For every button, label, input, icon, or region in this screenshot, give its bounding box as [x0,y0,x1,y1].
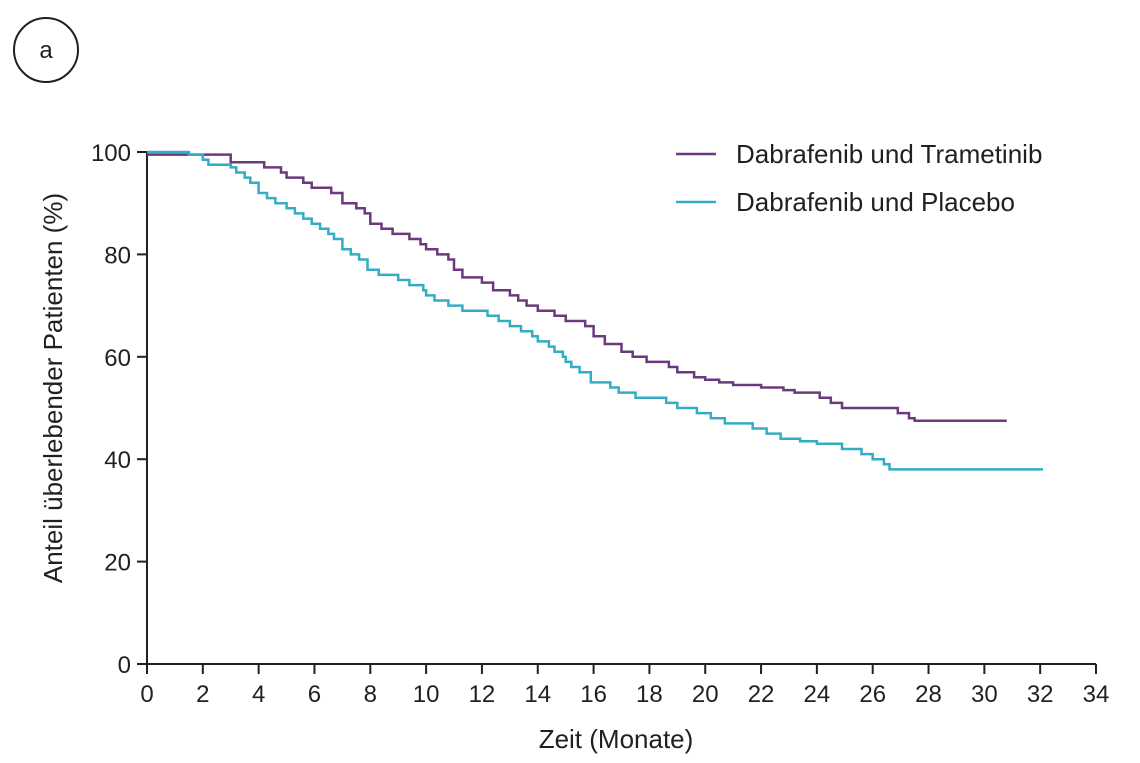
x-tick-label: 4 [252,681,265,708]
x-tick-label: 8 [364,681,377,708]
x-tick-label: 2 [196,681,209,708]
x-tick-label: 28 [915,681,942,708]
series-lines [147,150,1043,471]
x-tick-label: 12 [469,681,496,708]
legend: Dabrafenib und Trametinib Dabrafenib und … [676,139,1042,217]
y-ticks: 0 20 40 60 80 100 [91,140,147,679]
x-tick-label: 26 [859,681,886,708]
panel-circle [13,17,79,83]
x-tick-label: 18 [636,681,663,708]
plot-area: 0 2 4 6 8 10 12 14 16 18 20 22 24 26 28 30 32 34 02040608… [91,140,1109,708]
series-line-1 [147,153,1007,423]
legend-label-1: Dabrafenib und Trametinib [736,139,1042,169]
x-tick-label: 16 [580,681,607,708]
legend-label-2: Dabrafenib und Placebo [736,187,1015,217]
x-tick-label: 22 [748,681,775,708]
x-tick-label: 30 [971,681,998,708]
x-tick-label: 10 [413,681,440,708]
x-ticks: 0 2 4 6 8 10 12 14 16 18 20 22 24 26 28 30 32 34 [140,664,1109,708]
x-tick-label: 32 [1027,681,1054,708]
y-tick-label: 20 [104,550,131,577]
y-tick-label: 40 [104,447,131,474]
series-line-2 [147,150,1043,471]
y-tick-label: 60 [104,345,131,372]
x-tick-label: 0 [140,681,153,708]
y-tick-label: 0 [118,652,131,679]
x-axis-title: Zeit (Monate) [539,724,694,754]
panel-badge: a [13,17,79,83]
y-tick-label: 100 [91,140,131,167]
x-tick-label: 24 [804,681,831,708]
x-tick-label: 14 [524,681,551,708]
y-axis-title: Anteil überlebender Patienten (%) [38,193,68,583]
panel-letter: a [39,37,53,64]
y-tick-label: 80 [104,242,131,269]
x-tick-label: 34 [1083,681,1110,708]
x-tick-label: 20 [692,681,719,708]
x-tick-label: 6 [308,681,321,708]
